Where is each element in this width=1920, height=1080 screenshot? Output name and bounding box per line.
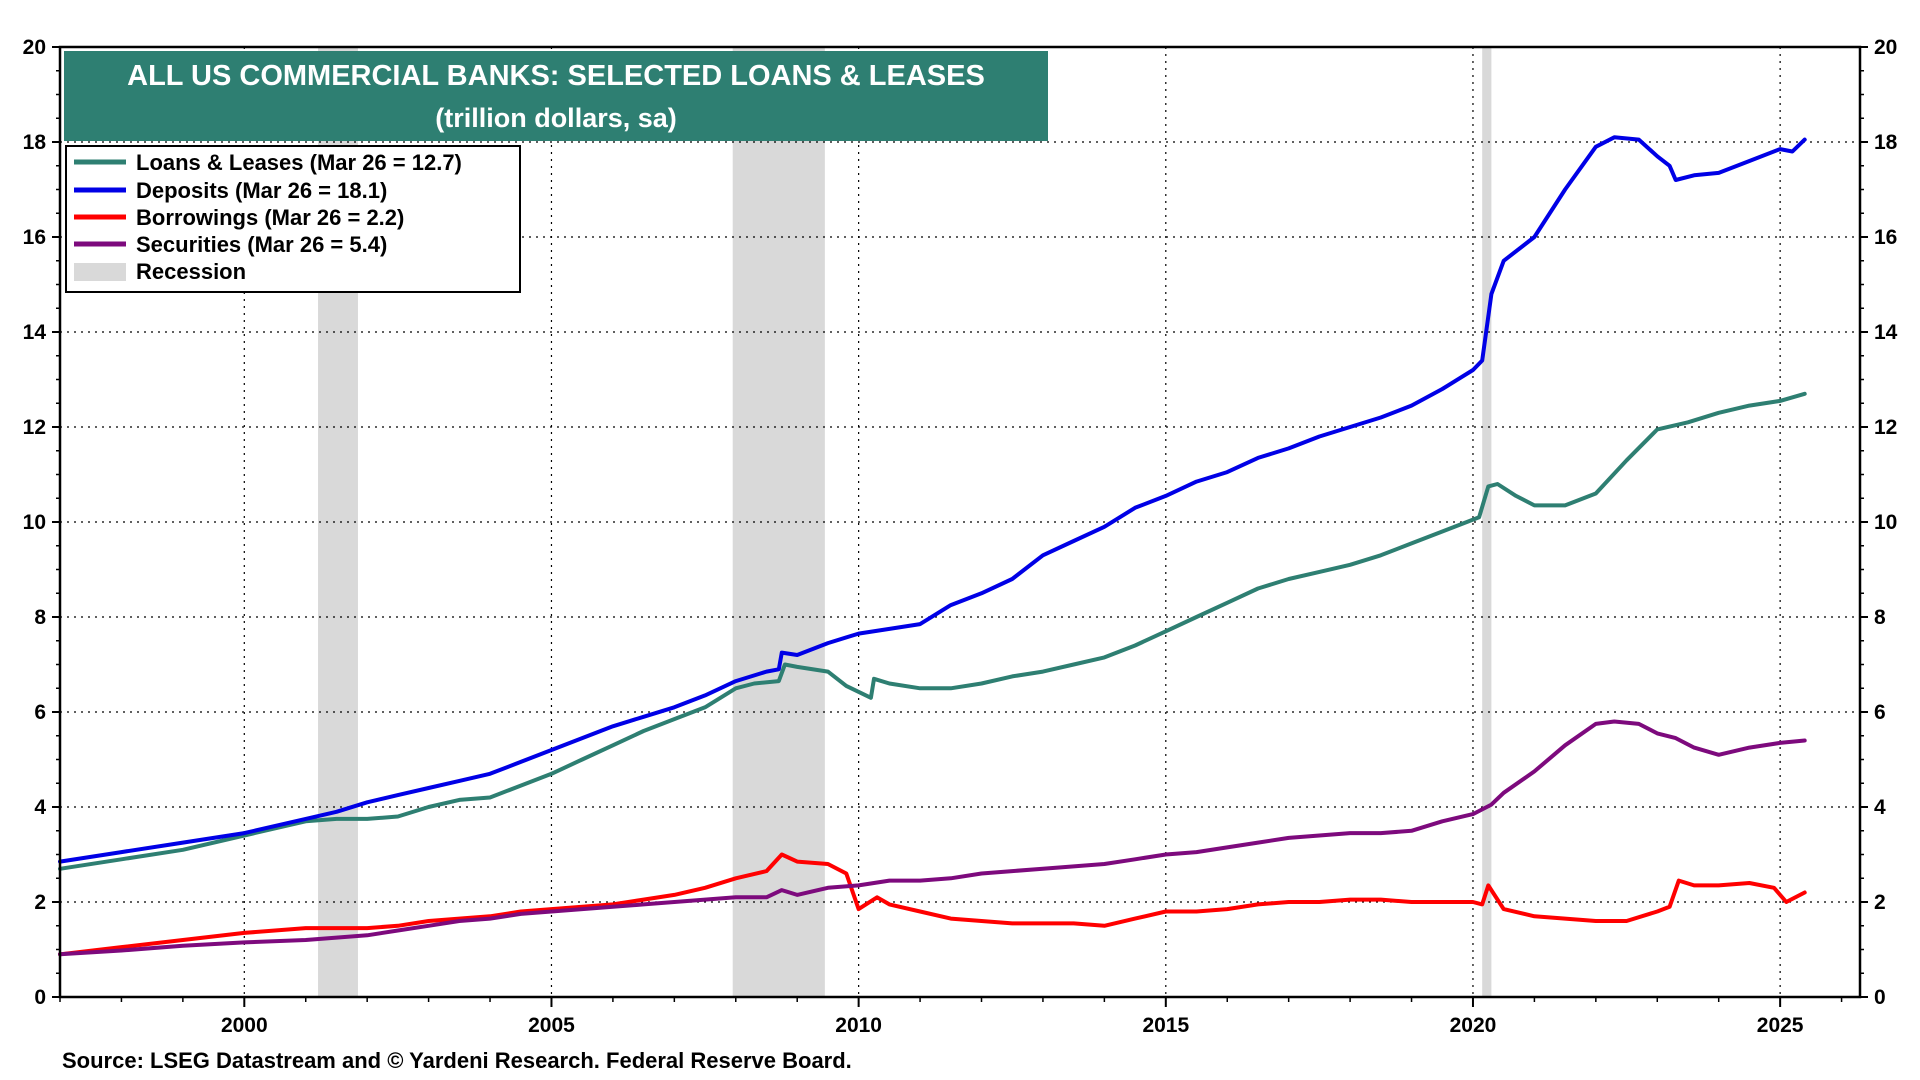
x-tick-label: 2005 (528, 1014, 575, 1037)
legend: Loans & Leases (Mar 26 = 12.7) Deposits … (65, 145, 521, 293)
x-tick-label: 2025 (1757, 1014, 1804, 1037)
y-tick-label-right: 0 (1874, 986, 1886, 1009)
legend-label-deposits: Deposits (Mar 26 = 18.1) (136, 178, 387, 203)
y-tick-label: 20 (23, 36, 46, 59)
y-tick-label-right: 4 (1874, 796, 1886, 819)
source-note: Source: LSEG Datastream and © Yardeni Re… (62, 1048, 852, 1073)
y-tick-label-right: 14 (1874, 321, 1898, 344)
legend-label-loans: Loans & Leases (Mar 26 = 12.7) (136, 150, 462, 175)
x-tick-label: 2015 (1142, 1014, 1189, 1037)
legend-label-securities: Securities (Mar 26 = 5.4) (136, 232, 387, 257)
title-box: ALL US COMMERCIAL BANKS: SELECTED LOANS … (64, 51, 1048, 141)
y-tick-label-right: 10 (1874, 511, 1897, 534)
y-tick-label: 12 (23, 416, 46, 439)
y-tick-label: 16 (23, 226, 46, 249)
x-tick-label: 2020 (1450, 1014, 1497, 1037)
y-tick-label-right: 16 (1874, 226, 1897, 249)
series-line (58, 135, 1807, 864)
y-tick-label-right: 18 (1874, 131, 1898, 154)
series-line (58, 852, 1807, 957)
y-tick-label-right: 20 (1874, 36, 1897, 59)
x-tick-label: 2010 (835, 1014, 882, 1037)
x-tick-label: 2000 (221, 1014, 268, 1037)
chart-title: ALL US COMMERCIAL BANKS: SELECTED LOANS … (127, 60, 985, 92)
legend-label-recession: Recession (136, 259, 246, 284)
y-tick-label: 14 (23, 321, 47, 344)
y-tick-label: 4 (34, 796, 46, 819)
chart-subtitle: (trillion dollars, sa) (435, 103, 677, 133)
legend-label-borrowings: Borrowings (Mar 26 = 2.2) (136, 205, 404, 230)
y-tick-label-right: 2 (1874, 891, 1886, 914)
legend-swatch-recession (74, 263, 126, 281)
y-tick-label: 0 (34, 986, 46, 1009)
series-line (58, 391, 1807, 871)
y-tick-label: 10 (23, 511, 46, 534)
y-tick-label-right: 6 (1874, 701, 1886, 724)
legend-box (65, 145, 521, 293)
recession-band (1482, 47, 1492, 997)
y-tick-label: 8 (34, 606, 46, 629)
gridlines (60, 47, 1860, 997)
y-tick-label-right: 12 (1874, 416, 1897, 439)
y-tick-label: 2 (34, 891, 46, 914)
y-tick-label: 18 (23, 131, 47, 154)
y-tick-label: 6 (34, 701, 46, 724)
series-line (58, 719, 1807, 957)
y-tick-label-right: 8 (1874, 606, 1886, 629)
data-series (58, 135, 1807, 957)
